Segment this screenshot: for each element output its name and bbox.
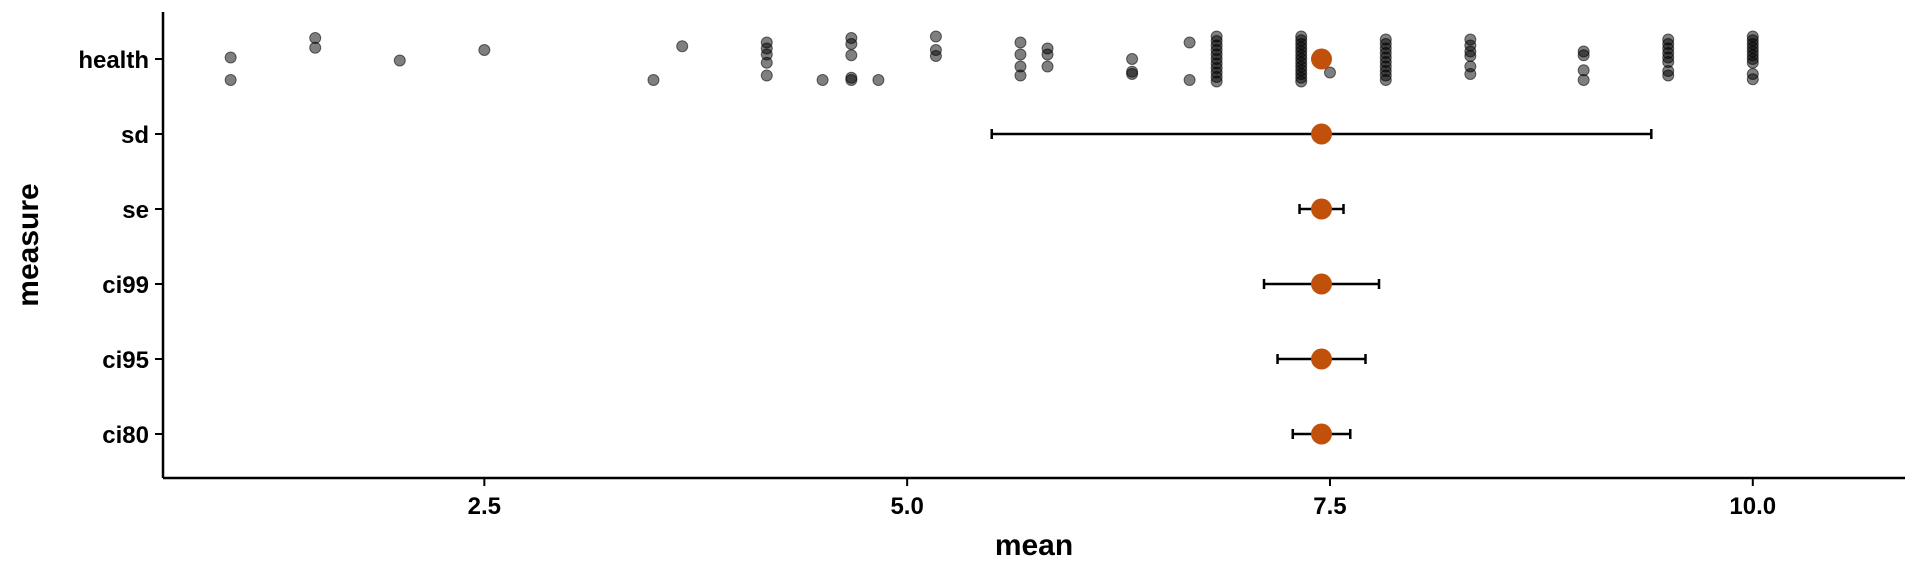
raw-point (929, 30, 942, 43)
raw-point (224, 74, 237, 86)
raw-point (816, 74, 829, 86)
raw-point (647, 74, 660, 86)
raw-point (1577, 74, 1590, 86)
raw-point (1126, 53, 1139, 65)
y-axis-title: measure (12, 183, 45, 306)
raw-point (760, 69, 773, 82)
raw-point (1041, 60, 1054, 73)
x-tick-label-2: 7.5 (1313, 493, 1346, 520)
x-axis-title: mean (995, 529, 1073, 562)
raw-point (845, 49, 858, 62)
mean-point-ci99 (1311, 273, 1333, 295)
mean-point-health (1311, 48, 1333, 70)
raw-point (1041, 48, 1054, 61)
raw-point (224, 51, 237, 64)
raw-point (1323, 66, 1336, 79)
raw-point (845, 38, 858, 50)
mean-point-ci95 (1311, 348, 1333, 370)
plot-area (224, 30, 1759, 445)
raw-point (1183, 74, 1196, 86)
raw-point (845, 74, 858, 86)
raw-point (1014, 36, 1027, 49)
x-tick-label-0: 2.5 (468, 493, 501, 520)
x-axis-ticks: 2.5 5.0 7.5 10.0 (468, 478, 1776, 520)
raw-point (1379, 74, 1392, 86)
raw-point (1662, 69, 1675, 82)
mean-point-sd (1311, 123, 1333, 145)
raw-point (478, 44, 491, 56)
x-tick-label-3: 10.0 (1729, 493, 1776, 520)
y-tick-label-sd: sd (121, 122, 149, 149)
raw-point (1126, 68, 1139, 80)
raw-point (1746, 56, 1759, 69)
y-tick-label-se: se (122, 197, 149, 224)
raw-point (676, 40, 689, 53)
raw-point (1295, 75, 1308, 88)
raw-point (1014, 69, 1027, 82)
raw-point (1183, 36, 1196, 49)
y-axis-ticks: health sd se ci99 ci95 ci80 (78, 47, 163, 449)
raw-point (872, 74, 885, 86)
raw-point (760, 56, 773, 69)
y-tick-label-health: health (78, 47, 149, 74)
mean-point-ci80 (1311, 423, 1333, 445)
y-tick-label-ci99: ci99 (102, 272, 149, 299)
raw-point (1464, 50, 1477, 62)
raw-point (1577, 49, 1590, 62)
raw-point (309, 41, 322, 54)
raw-point (393, 54, 406, 67)
y-tick-label-ci95: ci95 (102, 347, 149, 374)
y-tick-label-ci80: ci80 (102, 422, 149, 449)
raw-point (929, 50, 942, 62)
raw-point (1210, 75, 1223, 88)
mean-point-se (1311, 198, 1333, 220)
raw-point (1014, 48, 1027, 61)
raw-point (1746, 73, 1759, 86)
x-tick-label-1: 5.0 (890, 493, 923, 520)
raw-point (1464, 68, 1477, 80)
